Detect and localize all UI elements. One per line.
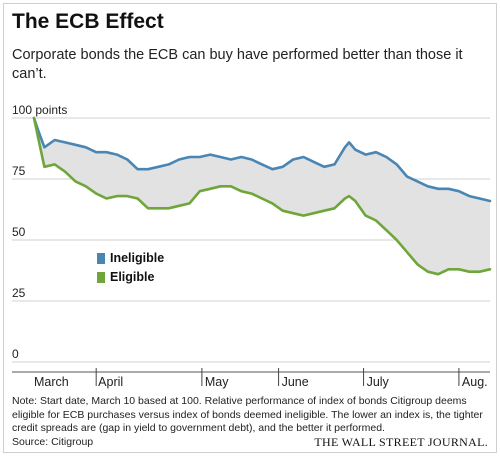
- chart-title: The ECB Effect: [12, 10, 164, 33]
- gap-area: [34, 118, 490, 275]
- chart-subtitle: Corporate bonds the ECB can buy have per…: [12, 47, 463, 82]
- chart-note: Note: Start date, March 10 based at 100.…: [12, 395, 483, 434]
- x-tick-label: July: [367, 375, 390, 389]
- x-tick-label: May: [205, 375, 229, 389]
- line-chart: 100 points 75 50 25 0 March April May June July Au…: [12, 103, 492, 389]
- chart-frame: The ECB Effect Corporate bonds the ECB c…: [3, 3, 497, 453]
- y-tick-label: 100 points: [12, 103, 67, 117]
- x-tick-label: March: [34, 375, 69, 389]
- x-tick-label: June: [282, 375, 309, 389]
- chart-source: Source: Citigroup: [12, 436, 94, 448]
- y-tick-label: 0: [12, 347, 19, 361]
- y-tick-label: 25: [12, 286, 26, 300]
- y-tick-label: 50: [12, 225, 26, 239]
- series-line-eligible: [32, 116, 492, 276]
- y-tick-label: 75: [12, 164, 26, 178]
- legend-label: Eligible: [110, 270, 155, 284]
- series-line-ineligible: [32, 116, 492, 203]
- x-tick-label: Aug.: [462, 375, 488, 389]
- legend-swatch: [97, 272, 105, 283]
- legend-swatch: [97, 253, 105, 264]
- publisher-logo: THE WALL STREET JOURNAL.: [314, 435, 488, 449]
- legend-label: Ineligible: [110, 251, 164, 265]
- x-tick-label: April: [98, 375, 123, 389]
